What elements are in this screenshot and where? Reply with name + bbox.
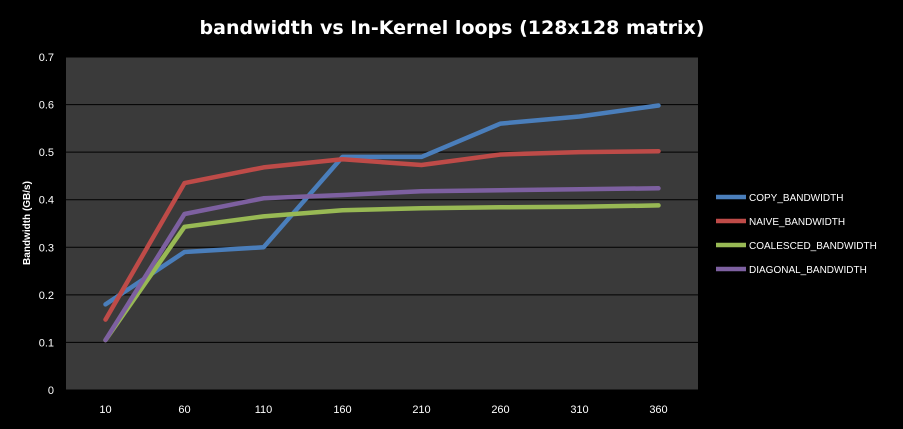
chart-title: bandwidth vs In-Kernel loops (128x128 ma…	[200, 17, 705, 39]
legend-label: COPY_BANDWIDTH	[749, 193, 843, 204]
y-axis-ticks: 0 0.1 0.2 0.3 0.4 0.5 0.6 0.7	[39, 52, 54, 397]
series-line-2	[103, 203, 661, 343]
y-tick-label: 0.2	[39, 290, 54, 302]
series-line-3	[103, 186, 661, 343]
series-line-1	[103, 148, 661, 322]
x-axis-ticks: 10 60 110 160 210 260 310 360	[99, 404, 667, 416]
legend-label: COALESCED_BANDWIDTH	[749, 241, 877, 252]
x-tick-label: 160	[333, 404, 351, 416]
legend: COPY_BANDWIDTH NAIVE_BANDWIDTH COALESCED_B…	[716, 193, 877, 276]
y-axis-label: Bandwidth (GB/s)	[22, 181, 33, 265]
x-tick-label: 10	[99, 404, 111, 416]
x-tick-label: 110	[255, 404, 273, 416]
y-tick-label: 0.6	[39, 100, 54, 112]
x-tick-label: 310	[570, 404, 588, 416]
x-tick-label: 260	[491, 404, 509, 416]
legend-label: DIAGONAL_BANDWIDTH	[749, 265, 867, 276]
y-tick-label: 0.3	[39, 242, 54, 254]
series-line-0	[103, 103, 661, 307]
x-tick-label: 210	[412, 404, 430, 416]
x-tick-label: 60	[178, 404, 190, 416]
y-tick-label: 0.5	[39, 147, 54, 159]
y-tick-label: 0.1	[39, 337, 54, 349]
series-lines	[103, 103, 661, 343]
legend-label: NAIVE_BANDWIDTH	[749, 217, 845, 228]
y-tick-label: 0.4	[39, 195, 54, 207]
y-tick-label: 0	[48, 385, 54, 397]
y-tick-label: 0.7	[39, 52, 54, 64]
x-tick-label: 360	[649, 404, 667, 416]
